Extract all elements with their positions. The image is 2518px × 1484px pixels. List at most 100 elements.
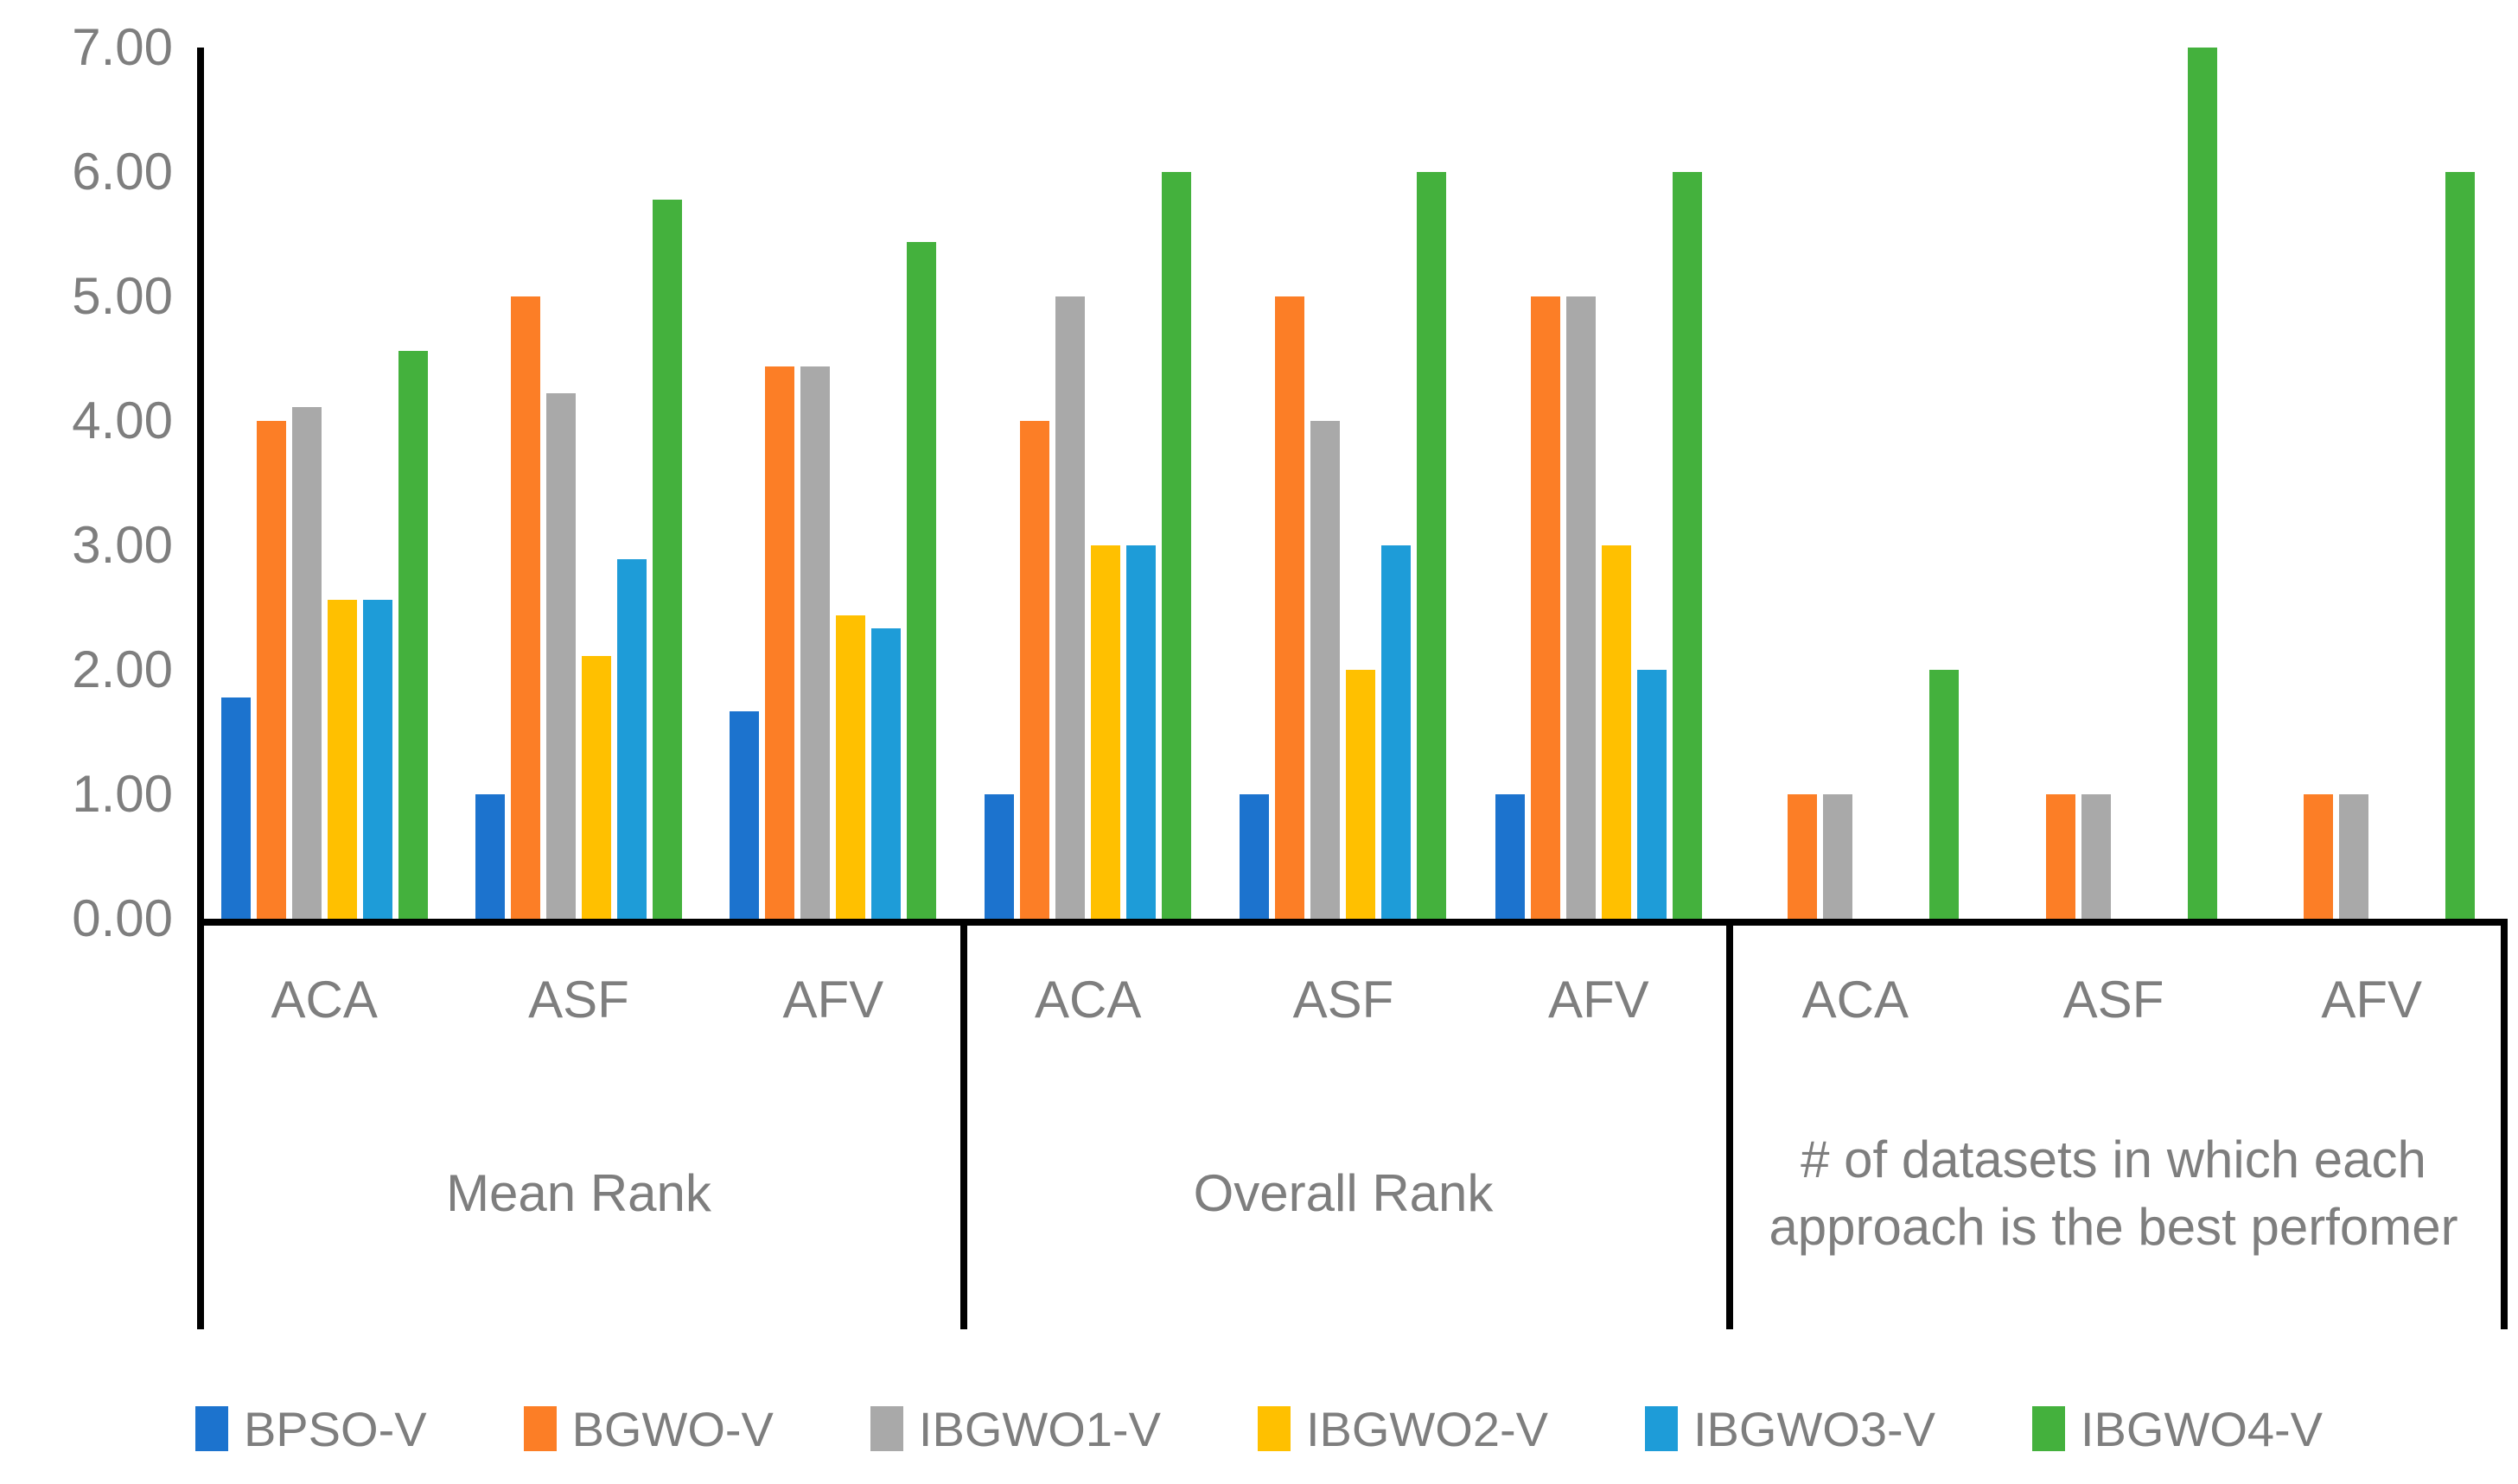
bar-bgwo-v-asf bbox=[1275, 296, 1305, 919]
bar-ibgwo2-v-afv bbox=[836, 615, 866, 919]
y-axis-tick-label: 7.00 bbox=[72, 18, 173, 76]
bar-bpso-v-afv bbox=[1495, 794, 1525, 919]
bar-bgwo-v-afv bbox=[1530, 296, 1560, 919]
category-label: ACA bbox=[1801, 970, 1909, 1029]
bar-ibgwo3-v-asf bbox=[1381, 545, 1412, 919]
legend-label: IBGWO2-V bbox=[1305, 1401, 1548, 1456]
legend-label: IBGWO1-V bbox=[918, 1401, 1161, 1456]
bar-ibgwo1-v-aca bbox=[1055, 296, 1086, 919]
cluster-asf-g3 bbox=[1985, 48, 2243, 919]
y-axis-tick-label: 6.00 bbox=[72, 143, 173, 201]
bar-ibgwo2-v-afv bbox=[1601, 545, 1631, 919]
cluster-aca-g3 bbox=[1726, 48, 1985, 919]
cluster-afv-g1 bbox=[706, 48, 960, 919]
bar-bpso-v-aca bbox=[985, 794, 1015, 919]
bar-ibgwo1-v-asf bbox=[2081, 794, 2111, 919]
label-band-group-2: ACA ASF AFV Overall Rank bbox=[960, 926, 1726, 1329]
bar-bgwo-v-asf bbox=[2045, 794, 2075, 919]
legend-label: IBGWO3-V bbox=[1692, 1401, 1935, 1456]
bar-bpso-v-aca bbox=[220, 697, 251, 919]
bar-ibgwo1-v-aca bbox=[1822, 794, 1852, 919]
label-band-divider bbox=[1726, 919, 1733, 1329]
group-label: Mean Rank bbox=[197, 1073, 960, 1315]
bar-ibgwo3-v-aca bbox=[362, 600, 392, 919]
bar-ibgwo4-v-aca bbox=[1928, 670, 1959, 919]
bar-ibgwo1-v-asf bbox=[545, 393, 576, 919]
bar-ibgwo3-v-aca bbox=[1126, 545, 1157, 919]
category-label-row: ACA ASF AFV bbox=[960, 926, 1726, 1073]
category-label: AFV bbox=[2321, 970, 2423, 1029]
bar-group-3 bbox=[1726, 48, 2501, 919]
bar-ibgwo3-v-afv bbox=[871, 628, 902, 919]
legend-swatch-icon bbox=[1257, 1406, 1291, 1451]
legend-item-ibgwo3-v: IBGWO3-V bbox=[1644, 1401, 1935, 1457]
bar-ibgwo3-v-asf bbox=[616, 559, 647, 919]
category-label: AFV bbox=[782, 970, 884, 1029]
category-label-row: ACA ASF AFV bbox=[197, 926, 960, 1073]
bar-bgwo-v-aca bbox=[1020, 421, 1050, 919]
bar-ibgwo2-v-asf bbox=[1346, 670, 1376, 919]
bar-ibgwo4-v-aca bbox=[1162, 172, 1192, 919]
bar-ibgwo4-v-asf bbox=[652, 200, 682, 919]
y-axis-tick-label: 4.00 bbox=[72, 392, 173, 449]
group-label-text: Overall Rank bbox=[1193, 1164, 1494, 1222]
legend-label: BPSO-V bbox=[243, 1401, 427, 1456]
bar-ibgwo1-v-aca bbox=[291, 407, 322, 919]
bar-ibgwo4-v-afv bbox=[1672, 172, 1702, 919]
y-axis-line bbox=[197, 48, 204, 1329]
bar-bgwo-v-asf bbox=[510, 296, 540, 919]
bar-bgwo-v-aca bbox=[1787, 794, 1817, 919]
category-label: ASF bbox=[2062, 970, 2164, 1029]
cluster-aca-g2 bbox=[960, 48, 1215, 919]
bar-ibgwo4-v-aca bbox=[398, 351, 428, 919]
cluster-afv-g3 bbox=[2242, 48, 2501, 919]
bar-bgwo-v-afv bbox=[2304, 794, 2334, 919]
cluster-afv-g2 bbox=[1471, 48, 1726, 919]
legend-item-bpso-v: BPSO-V bbox=[194, 1401, 427, 1457]
group-label: Overall Rank bbox=[960, 1073, 1726, 1315]
bar-bpso-v-afv bbox=[730, 711, 760, 919]
bar-bgwo-v-afv bbox=[765, 366, 795, 919]
label-band-divider bbox=[960, 919, 967, 1329]
group-label-text: # of datasets in which each approach is … bbox=[1769, 1131, 2458, 1256]
y-axis-tick-label: 1.00 bbox=[72, 765, 173, 823]
legend-swatch-icon bbox=[870, 1406, 903, 1451]
legend-item-ibgwo4-v: IBGWO4-V bbox=[2032, 1401, 2323, 1457]
legend-swatch-icon bbox=[523, 1406, 557, 1451]
legend-label: IBGWO4-V bbox=[2081, 1401, 2324, 1456]
cluster-aca-g1 bbox=[197, 48, 451, 919]
bar-ibgwo1-v-afv bbox=[800, 366, 831, 919]
bar-ibgwo4-v-afv bbox=[907, 242, 937, 919]
legend-swatch-icon bbox=[1644, 1406, 1678, 1451]
bar-bgwo-v-aca bbox=[256, 421, 286, 919]
bar-ibgwo3-v-afv bbox=[1636, 670, 1667, 919]
bar-bpso-v-asf bbox=[1240, 794, 1270, 919]
legend-swatch-icon bbox=[2032, 1406, 2065, 1451]
bar-ibgwo4-v-asf bbox=[2187, 48, 2217, 919]
category-label: AFV bbox=[1547, 970, 1649, 1029]
bar-ibgwo2-v-aca bbox=[327, 600, 357, 919]
label-band-group-1: ACA ASF AFV Mean Rank bbox=[197, 926, 960, 1329]
legend-swatch-icon bbox=[194, 1406, 228, 1451]
legend-label: BGWO-V bbox=[571, 1401, 774, 1456]
bar-ibgwo4-v-afv bbox=[2445, 172, 2476, 919]
bar-ibgwo1-v-asf bbox=[1310, 421, 1341, 919]
group-label-text: Mean Rank bbox=[446, 1164, 711, 1222]
label-band-right-border bbox=[2501, 919, 2508, 1329]
category-label: ASF bbox=[1292, 970, 1394, 1029]
bar-ibgwo2-v-asf bbox=[581, 656, 611, 919]
cluster-asf-g1 bbox=[451, 48, 705, 919]
legend-item-ibgwo2-v: IBGWO2-V bbox=[1257, 1401, 1548, 1457]
group-label: # of datasets in which each approach is … bbox=[1726, 1073, 2501, 1315]
y-axis-tick-label: 3.00 bbox=[72, 516, 173, 574]
legend-item-bgwo-v: BGWO-V bbox=[523, 1401, 774, 1457]
y-axis-tick-label: 2.00 bbox=[72, 640, 173, 698]
x-axis-line bbox=[197, 919, 2508, 926]
bar-group-1 bbox=[197, 48, 960, 919]
category-label: ASF bbox=[528, 970, 629, 1029]
category-label: ACA bbox=[1034, 970, 1142, 1029]
category-label-row: ACA ASF AFV bbox=[1726, 926, 2501, 1073]
category-label: ACA bbox=[271, 970, 378, 1029]
cluster-asf-g2 bbox=[1215, 48, 1470, 919]
bar-group-2 bbox=[960, 48, 1726, 919]
